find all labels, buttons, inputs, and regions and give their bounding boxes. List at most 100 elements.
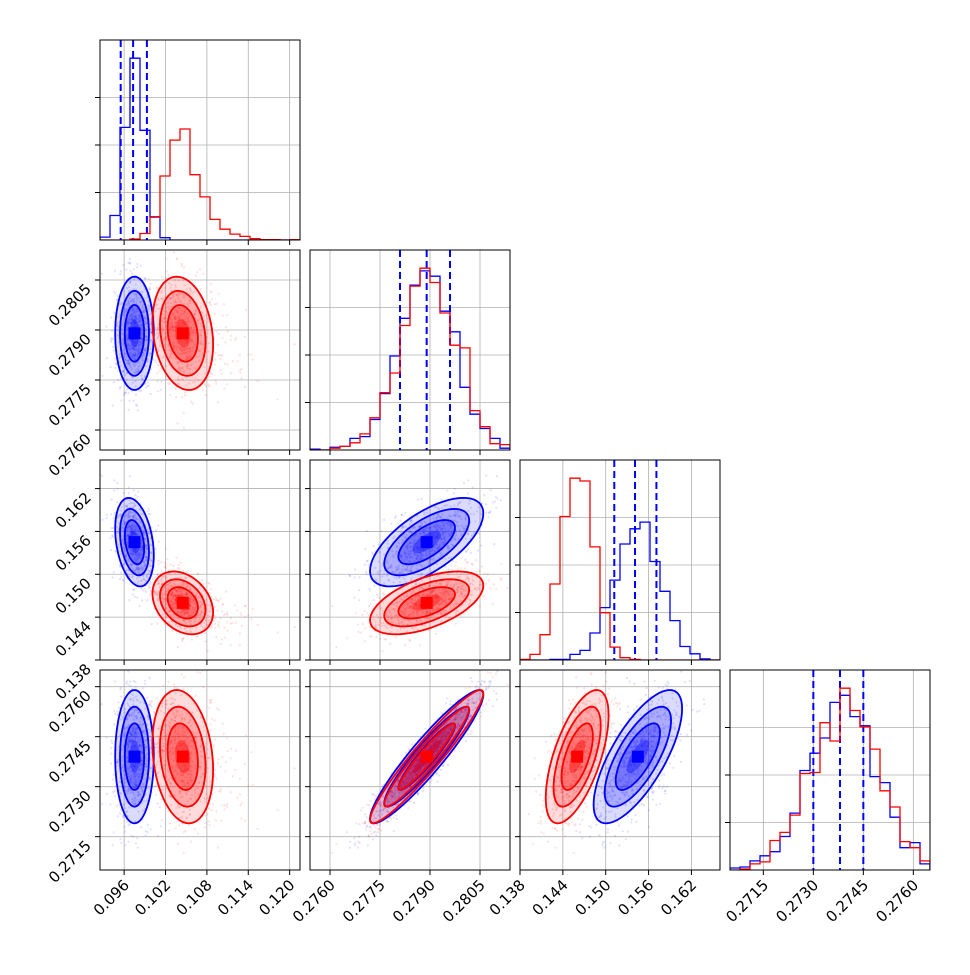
scatter-point <box>384 638 386 640</box>
scatter-point <box>369 589 371 591</box>
scatter-point <box>110 762 112 764</box>
scatter-point <box>149 583 151 585</box>
scatter-point <box>129 263 131 265</box>
panel-body <box>100 40 300 240</box>
scatter-point <box>129 681 131 683</box>
scatter-point <box>483 573 485 575</box>
scatter-point <box>154 576 156 578</box>
scatter-point <box>156 287 158 289</box>
scatter-point <box>134 596 136 598</box>
scatter-point <box>294 626 296 628</box>
scatter-point <box>210 304 212 306</box>
scatter-point <box>353 597 355 599</box>
scatter-point <box>381 650 383 652</box>
y-tick-label: 0.162 <box>52 489 95 532</box>
scatter-point <box>466 562 468 564</box>
scatter-point <box>221 337 223 339</box>
scatter-point <box>223 303 225 305</box>
scatter-point <box>147 381 149 383</box>
scatter-point <box>205 394 207 396</box>
scatter-point <box>147 510 149 512</box>
scatter-point <box>112 346 114 348</box>
scatter-point <box>451 564 453 566</box>
scatter-point <box>230 339 232 341</box>
scatter-point <box>465 550 467 552</box>
scatter-point <box>129 258 131 260</box>
scatter-point <box>110 739 112 741</box>
scatter-point <box>331 605 333 607</box>
scatter-point <box>230 644 232 646</box>
scatter-point <box>118 707 120 709</box>
scatter-point <box>354 569 356 571</box>
scatter-point <box>110 753 112 755</box>
scatter-point <box>112 527 114 529</box>
scatter-point <box>215 597 217 599</box>
scatter-point <box>250 354 252 356</box>
scatter-point <box>475 559 477 561</box>
scatter-point <box>226 383 228 385</box>
scatter-point <box>160 389 162 391</box>
histogram-panel-2 <box>515 460 720 665</box>
scatter-point <box>113 479 115 481</box>
scatter-point <box>156 623 158 625</box>
scatter-point <box>220 358 222 360</box>
scatter-point <box>367 560 369 562</box>
scatter-point <box>178 567 180 569</box>
scatter-point <box>161 380 163 382</box>
scatter-point <box>105 517 107 519</box>
scatter-point <box>158 563 160 565</box>
scatter-point <box>117 815 119 817</box>
scatter-point <box>175 556 177 558</box>
scatter-point <box>110 341 112 343</box>
scatter-point <box>149 677 151 679</box>
scatter-point <box>183 427 185 429</box>
scatter-point <box>113 489 115 491</box>
scatter-point <box>218 621 220 623</box>
scatter-point <box>220 369 222 371</box>
scatter-point <box>252 359 254 361</box>
scatter-point <box>362 623 364 625</box>
scatter-point <box>215 383 217 385</box>
scatter-point <box>366 612 368 614</box>
scatter-point <box>506 587 508 589</box>
scatter-point <box>113 517 115 519</box>
scatter-point <box>182 570 184 572</box>
scatter-point <box>214 606 216 608</box>
scatter-point <box>114 270 116 272</box>
scatter-point <box>492 501 494 503</box>
scatter-point <box>488 579 490 581</box>
scatter-point <box>481 566 483 568</box>
scatter-point <box>119 578 121 580</box>
scatter-point <box>147 513 149 515</box>
scatter-point <box>181 263 183 265</box>
scatter-point <box>209 301 211 303</box>
scatter-point <box>214 615 216 617</box>
scatter-point <box>106 357 108 359</box>
scatter-point <box>114 357 116 359</box>
scatter-point <box>485 503 487 505</box>
scatter-point <box>369 603 371 605</box>
scatter-point <box>496 475 498 477</box>
scatter-point <box>161 276 163 278</box>
scatter-point <box>208 583 210 585</box>
scatter-point <box>480 545 482 547</box>
scatter-point <box>118 701 120 703</box>
scatter-point <box>209 627 211 629</box>
panel-body <box>310 250 510 450</box>
density-peak <box>421 536 433 548</box>
scatter-point <box>214 623 216 625</box>
scatter-point <box>157 364 159 366</box>
scatter-point <box>128 841 130 843</box>
scatter-point <box>126 388 128 390</box>
scatter-point <box>126 821 128 823</box>
scatter-point <box>218 293 220 295</box>
scatter-point <box>235 337 237 339</box>
scatter-point <box>113 312 115 314</box>
scatter-point <box>110 337 112 339</box>
scatter-point <box>195 636 197 638</box>
scatter-point <box>217 344 219 346</box>
scatter-point <box>191 639 193 641</box>
scatter-point <box>129 655 131 657</box>
scatter-point <box>136 266 138 268</box>
